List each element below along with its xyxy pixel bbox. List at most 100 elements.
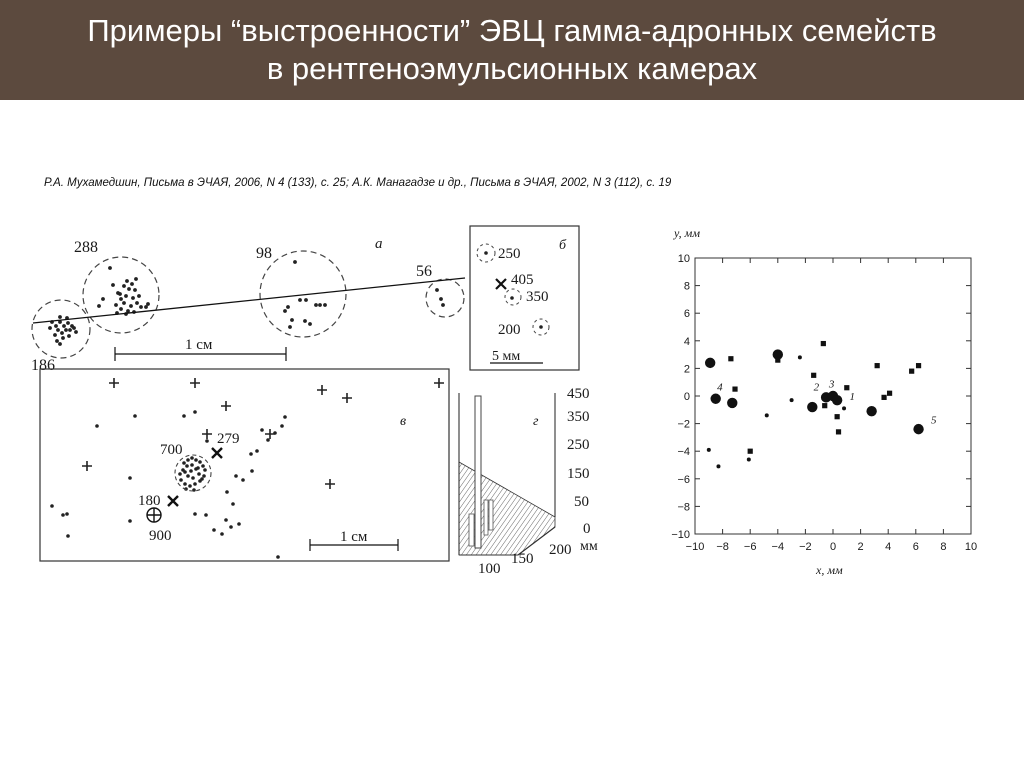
y-axis-label: y, мм [673,226,700,240]
panel-g-xtick-150: 150 [511,551,534,567]
particle-dot [193,410,197,414]
scatter-point-square [834,414,840,420]
particle-dot [128,519,132,523]
particle-dot [212,528,216,532]
panel-b-letter: б [559,238,567,253]
particle-dot [58,320,62,324]
scatter-point-small [797,355,802,360]
panel-v-label-700: 700 [160,442,183,458]
panel-b-label-200: 200 [498,322,521,338]
x-tick-label: −4 [772,541,785,553]
particle-dot [111,283,115,287]
panel-a-label-98: 98 [256,245,272,262]
scatter-point-small [716,464,721,469]
panel-g-ztick-450: 450 [567,386,590,402]
panel-a-alignment-line [32,277,466,324]
particle-dot [283,415,287,419]
scatter-annotation: 1 [850,391,856,403]
particle-dot [188,484,192,488]
particle-dot [260,428,264,432]
panel-a-letter: а [375,236,383,252]
particle-dot [196,466,200,470]
particle-dot [183,470,187,474]
particle-dot [201,464,205,468]
particle-dot [250,469,254,473]
y-tick-label: 2 [684,363,690,375]
particle-dot [229,525,233,529]
panel-a: 1 см а 288 98 56 186 [31,236,466,374]
particle-dot [202,474,206,478]
particle-dot [225,490,229,494]
particle-dot [249,452,253,456]
particle-dot [439,297,443,301]
particle-dot [435,288,439,292]
particle-dot [126,309,130,313]
star-mark [202,429,212,439]
particle-dot [288,325,292,329]
panel-g-letter: г [533,414,539,429]
scatter-annotation: 3 [828,379,835,391]
citation: Р.А. Мухамедшин, Письма в ЭЧАЯ, 2006, N … [44,177,672,189]
particle-dot [193,512,197,516]
particle-dot [114,303,118,307]
particle-dot [67,334,71,338]
scatter-point-large [866,405,877,417]
particle-dot [122,284,126,288]
particle-dot [135,301,139,305]
particle-dot [200,477,204,481]
particle-dot [125,279,129,283]
particle-dot [441,303,445,307]
scatter-point-small [706,447,711,452]
scatter-point-square [874,363,880,369]
scatter-point-small [842,406,847,411]
panel-g-ztick-350: 350 [567,409,590,425]
panel-g-ztick-0: 0 [583,521,591,537]
particle-dot [198,460,202,464]
y-tick-label: −2 [677,419,690,431]
y-tick-label: −10 [671,529,690,541]
scatter-point-large [913,423,924,435]
x-tick-label: 0 [830,541,836,553]
panel-v-cross-279 [211,447,223,459]
panel-v-label-900: 900 [149,528,172,544]
particle-dot [54,324,58,328]
particle-dot [186,458,190,462]
particle-dot [108,266,112,270]
panel-a-cluster-98 [259,250,347,338]
particle-dot [130,282,134,286]
particle-dot [128,476,132,480]
particle-dot [144,305,148,309]
scatter-point-square [844,385,850,391]
particle-dot [124,294,128,298]
particle-dot [303,319,307,323]
scatter-point-large [710,393,721,404]
particle-dot [55,339,59,343]
star-mark [325,479,335,489]
y-tick-label: −6 [677,474,690,486]
particle-dot [237,522,241,526]
particle-dot [64,328,68,332]
particle-dot [190,456,194,460]
particle-dot [318,303,322,307]
y-tick-label: 10 [678,253,690,265]
particle-dot [234,474,238,478]
scatter-point-square [775,357,781,363]
particle-dot [65,512,69,516]
particle-dot [48,326,52,330]
y-tick-label: 0 [684,391,690,403]
scatter-annotation: 5 [931,415,937,427]
particle-dot [119,307,123,311]
panel-a-cluster-56 [425,278,465,318]
panel-b: б 250 405 350 200 5 мм [469,225,580,371]
particle-dot [204,513,208,517]
particle-dot [62,324,66,328]
panel-a-particles [48,260,445,346]
particle-dot [66,534,70,538]
particle-dot [190,463,194,467]
particle-dot [308,322,312,326]
particle-dot [66,321,70,325]
particle-dot [179,478,183,482]
y-tick-label: −8 [677,501,690,513]
particle-dot [197,472,201,476]
particle-dot [146,302,150,306]
